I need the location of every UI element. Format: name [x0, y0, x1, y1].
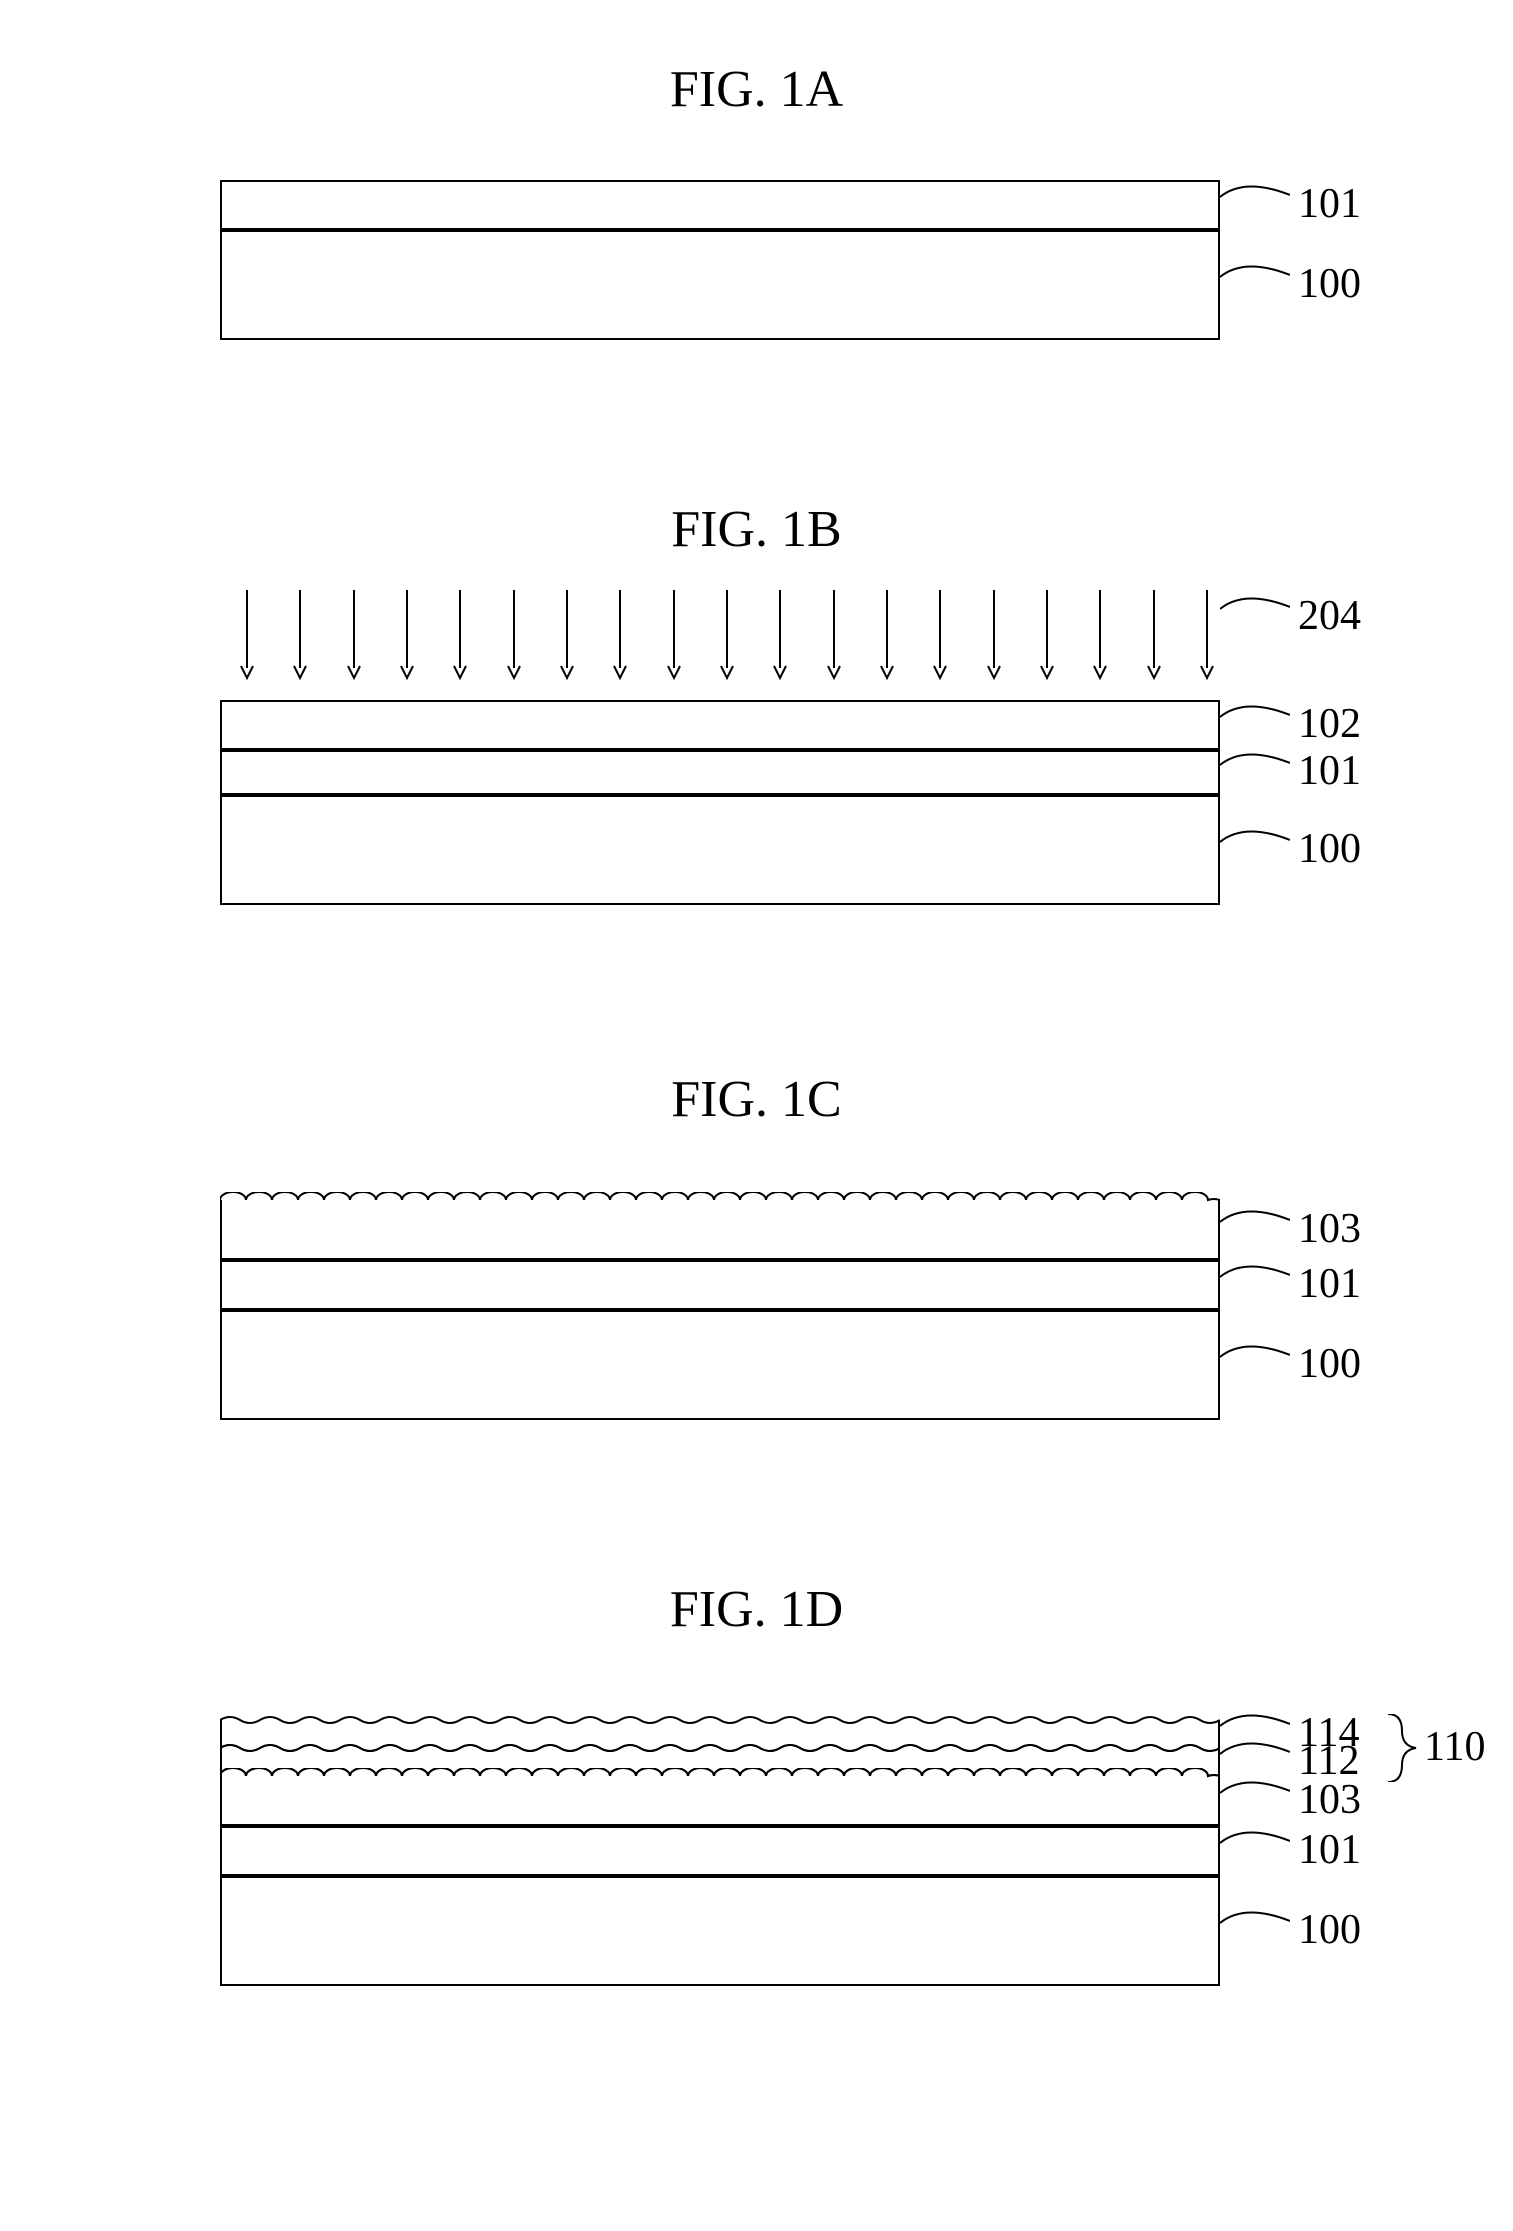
process-arrow — [1147, 590, 1149, 680]
process-arrow — [1040, 590, 1042, 680]
layer-label: 100 — [1298, 1340, 1361, 1388]
arrow-label: 204 — [1298, 592, 1361, 640]
layer-label: 101 — [1298, 747, 1361, 795]
layer-label: 100 — [1298, 260, 1361, 308]
layer-100 — [220, 1310, 1220, 1420]
figure-title: FIG. 1A — [670, 60, 843, 119]
process-arrow — [1200, 590, 1202, 680]
layer-100 — [220, 795, 1220, 905]
process-arrow — [720, 590, 722, 680]
process-arrow — [560, 590, 562, 680]
leader-line — [1220, 1841, 1290, 1881]
process-arrow — [453, 590, 455, 680]
process-arrow — [240, 590, 242, 680]
leader-line — [1220, 1220, 1290, 1260]
figure-title: FIG. 1B — [671, 500, 841, 559]
process-arrow — [667, 590, 669, 680]
layer-103 — [220, 1200, 1220, 1260]
layer-label: 100 — [1298, 825, 1361, 873]
layer-label: 101 — [1298, 1260, 1361, 1308]
process-arrow — [613, 590, 615, 680]
layer-label: 101 — [1298, 180, 1361, 228]
layer-101 — [220, 1826, 1220, 1876]
leader-line — [1220, 195, 1290, 235]
process-arrow — [293, 590, 295, 680]
process-arrow — [933, 590, 935, 680]
process-arrow — [400, 590, 402, 680]
leader-line — [1220, 763, 1290, 803]
process-arrow — [827, 590, 829, 680]
layer-100 — [220, 1876, 1220, 1986]
leader-line — [1220, 1921, 1290, 1961]
group-brace — [1388, 1714, 1418, 1782]
layer-102 — [220, 700, 1220, 750]
process-arrow — [1093, 590, 1095, 680]
layer-label: 102 — [1298, 700, 1361, 748]
figure-title: FIG. 1D — [670, 1580, 843, 1639]
layer-101 — [220, 750, 1220, 795]
layer-101 — [220, 1260, 1220, 1310]
leader-line — [1220, 1275, 1290, 1315]
layer-label: 103 — [1298, 1776, 1361, 1824]
process-arrow — [507, 590, 509, 680]
layer-label: 103 — [1298, 1205, 1361, 1253]
leader-line — [1220, 840, 1290, 880]
page: FIG. 1A 101 100 FIG. 1B 204 102 101 100 FIG… — [0, 0, 1513, 2231]
layer-103 — [220, 1776, 1220, 1826]
layer-100 — [220, 230, 1220, 340]
layer-label: 100 — [1298, 1906, 1361, 1954]
process-arrow — [880, 590, 882, 680]
process-arrow — [773, 590, 775, 680]
layer-label: 101 — [1298, 1826, 1361, 1874]
process-arrow — [347, 590, 349, 680]
group-label: 110 — [1424, 1723, 1485, 1771]
leader-line — [1220, 607, 1290, 647]
layer-101 — [220, 180, 1220, 230]
leader-line — [1220, 1355, 1290, 1395]
leader-line — [1220, 275, 1290, 315]
process-arrow — [987, 590, 989, 680]
figure-title: FIG. 1C — [671, 1070, 841, 1129]
